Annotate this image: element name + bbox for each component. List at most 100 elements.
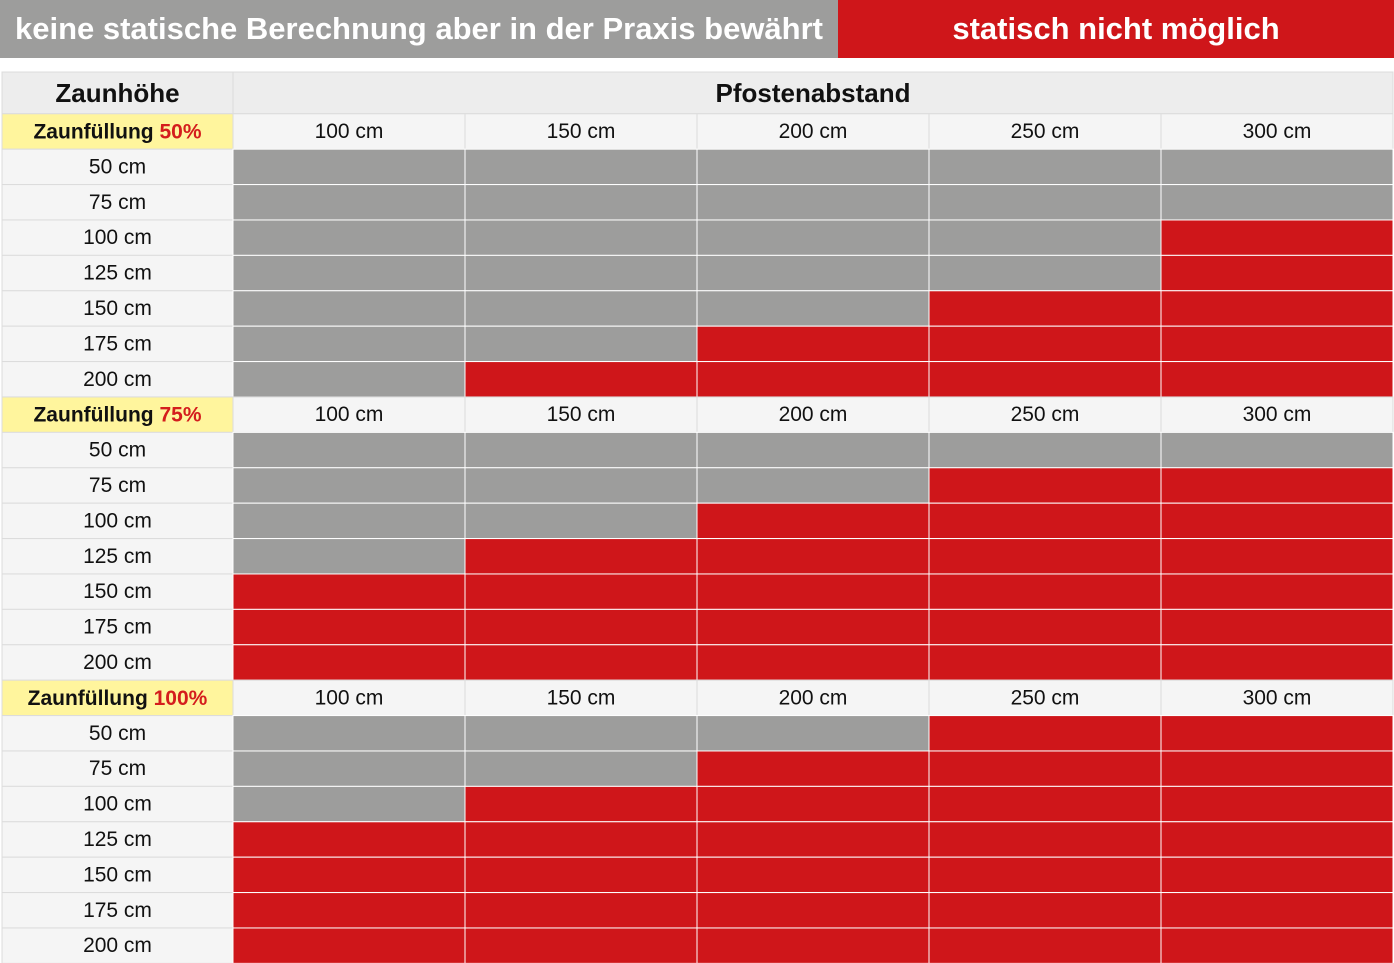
column-header-cell xyxy=(464,396,698,433)
status-cell-red xyxy=(928,290,1162,327)
row-header-label: 200 cm xyxy=(83,651,152,674)
row-header-cell xyxy=(1,502,234,540)
status-cell-red xyxy=(232,573,466,610)
row-header-cell xyxy=(1,715,234,752)
column-header-label: 250 cm xyxy=(1011,120,1080,143)
group-label: Zaunfüllung 50% xyxy=(33,120,201,143)
column-header-label: 100 cm xyxy=(315,120,384,143)
status-cell-gray xyxy=(696,184,930,221)
row-header-cell xyxy=(1,148,234,186)
row-header-cell xyxy=(1,573,234,610)
status-cell-red xyxy=(696,325,930,363)
row-header-cell xyxy=(1,219,234,256)
status-cell-red xyxy=(696,538,930,575)
legend-gray-box: keine statische Berechnung aber in der P… xyxy=(0,0,838,58)
column-header-cell xyxy=(928,396,1162,433)
column-header-label: 300 cm xyxy=(1243,403,1312,426)
status-cell-gray xyxy=(1160,148,1394,186)
status-cell-red xyxy=(928,856,1162,894)
status-cell-red xyxy=(928,573,1162,610)
group-label-cell xyxy=(1,113,234,150)
row-header-label: 75 cm xyxy=(89,757,146,780)
status-cell-gray xyxy=(232,325,466,363)
status-cell-red xyxy=(464,821,698,858)
status-cell-red xyxy=(232,856,466,894)
row-header-label: 125 cm xyxy=(83,828,152,851)
status-cell-red xyxy=(1160,538,1394,575)
status-cell-red xyxy=(696,785,930,823)
status-cell-red xyxy=(928,927,1162,963)
status-cell-red xyxy=(464,856,698,894)
status-cell-gray xyxy=(464,715,698,752)
group-fill-value: 100% xyxy=(154,686,208,709)
group-fill-value: 75% xyxy=(159,403,201,426)
status-cell-gray xyxy=(696,290,930,327)
group-label-text: Zaunfüllung xyxy=(33,403,159,426)
status-cell-gray xyxy=(928,254,1162,292)
column-header-cell xyxy=(696,679,930,717)
status-cell-red xyxy=(928,644,1162,681)
status-cell-gray xyxy=(232,184,466,221)
group-label-cell xyxy=(1,679,234,717)
column-header-cell xyxy=(1160,679,1394,717)
status-cell-red xyxy=(696,892,930,929)
row-header-cell xyxy=(1,431,234,469)
row-header-cell xyxy=(1,785,234,823)
status-cell-gray xyxy=(232,290,466,327)
row-header-label: 175 cm xyxy=(83,616,152,639)
status-cell-gray xyxy=(464,184,698,221)
status-cell-red xyxy=(464,927,698,963)
status-cell-gray xyxy=(464,148,698,186)
status-cell-red xyxy=(232,821,466,858)
status-cell-red xyxy=(696,750,930,787)
status-cell-red xyxy=(1160,290,1394,327)
legend-red-box: statisch nicht möglich xyxy=(838,0,1394,58)
group-label: Zaunfüllung 75% xyxy=(33,403,201,426)
status-cell-red xyxy=(928,325,1162,363)
status-cell-red xyxy=(928,502,1162,540)
status-cell-gray xyxy=(464,290,698,327)
status-cell-gray xyxy=(232,431,466,469)
column-header-label: 250 cm xyxy=(1011,403,1080,426)
status-cell-red xyxy=(1160,892,1394,929)
row-header-label: 200 cm xyxy=(83,368,152,391)
status-cell-red xyxy=(464,573,698,610)
status-cell-red xyxy=(696,856,930,894)
status-cell-red xyxy=(464,608,698,646)
status-cell-red xyxy=(1160,361,1394,398)
status-cell-red xyxy=(1160,502,1394,540)
row-header-cell xyxy=(1,892,234,929)
status-cell-red xyxy=(696,644,930,681)
row-header-label: 150 cm xyxy=(83,297,152,320)
status-cell-red xyxy=(1160,750,1394,787)
status-cell-gray xyxy=(464,254,698,292)
row-header-label: 150 cm xyxy=(83,580,152,603)
row-header-label: 200 cm xyxy=(83,934,152,957)
row-header-label: 100 cm xyxy=(83,226,152,249)
status-cell-red xyxy=(464,361,698,398)
status-cell-gray xyxy=(232,502,466,540)
row-header-label: 100 cm xyxy=(83,509,152,532)
status-cell-red xyxy=(1160,644,1394,681)
column-header-title: Pfostenabstand xyxy=(715,78,910,108)
status-cell-gray xyxy=(928,219,1162,256)
column-header-label: 200 cm xyxy=(779,403,848,426)
status-cell-red xyxy=(1160,821,1394,858)
row-header-label: 75 cm xyxy=(89,474,146,497)
status-cell-red xyxy=(1160,608,1394,646)
column-header-label: 150 cm xyxy=(547,403,616,426)
status-cell-gray xyxy=(232,254,466,292)
status-cell-red xyxy=(928,750,1162,787)
group-label: Zaunfüllung 100% xyxy=(28,686,208,709)
column-header-label: 250 cm xyxy=(1011,686,1080,709)
column-header-cell xyxy=(232,113,466,150)
row-header-label: 175 cm xyxy=(83,899,152,922)
column-header-label: 300 cm xyxy=(1243,120,1312,143)
status-cell-red xyxy=(1160,927,1394,963)
row-header-label: 100 cm xyxy=(83,793,152,816)
status-cell-gray xyxy=(232,750,466,787)
column-header-cell xyxy=(232,396,466,433)
column-header-label: 150 cm xyxy=(547,120,616,143)
row-header-cell xyxy=(1,821,234,858)
status-cell-red xyxy=(232,644,466,681)
